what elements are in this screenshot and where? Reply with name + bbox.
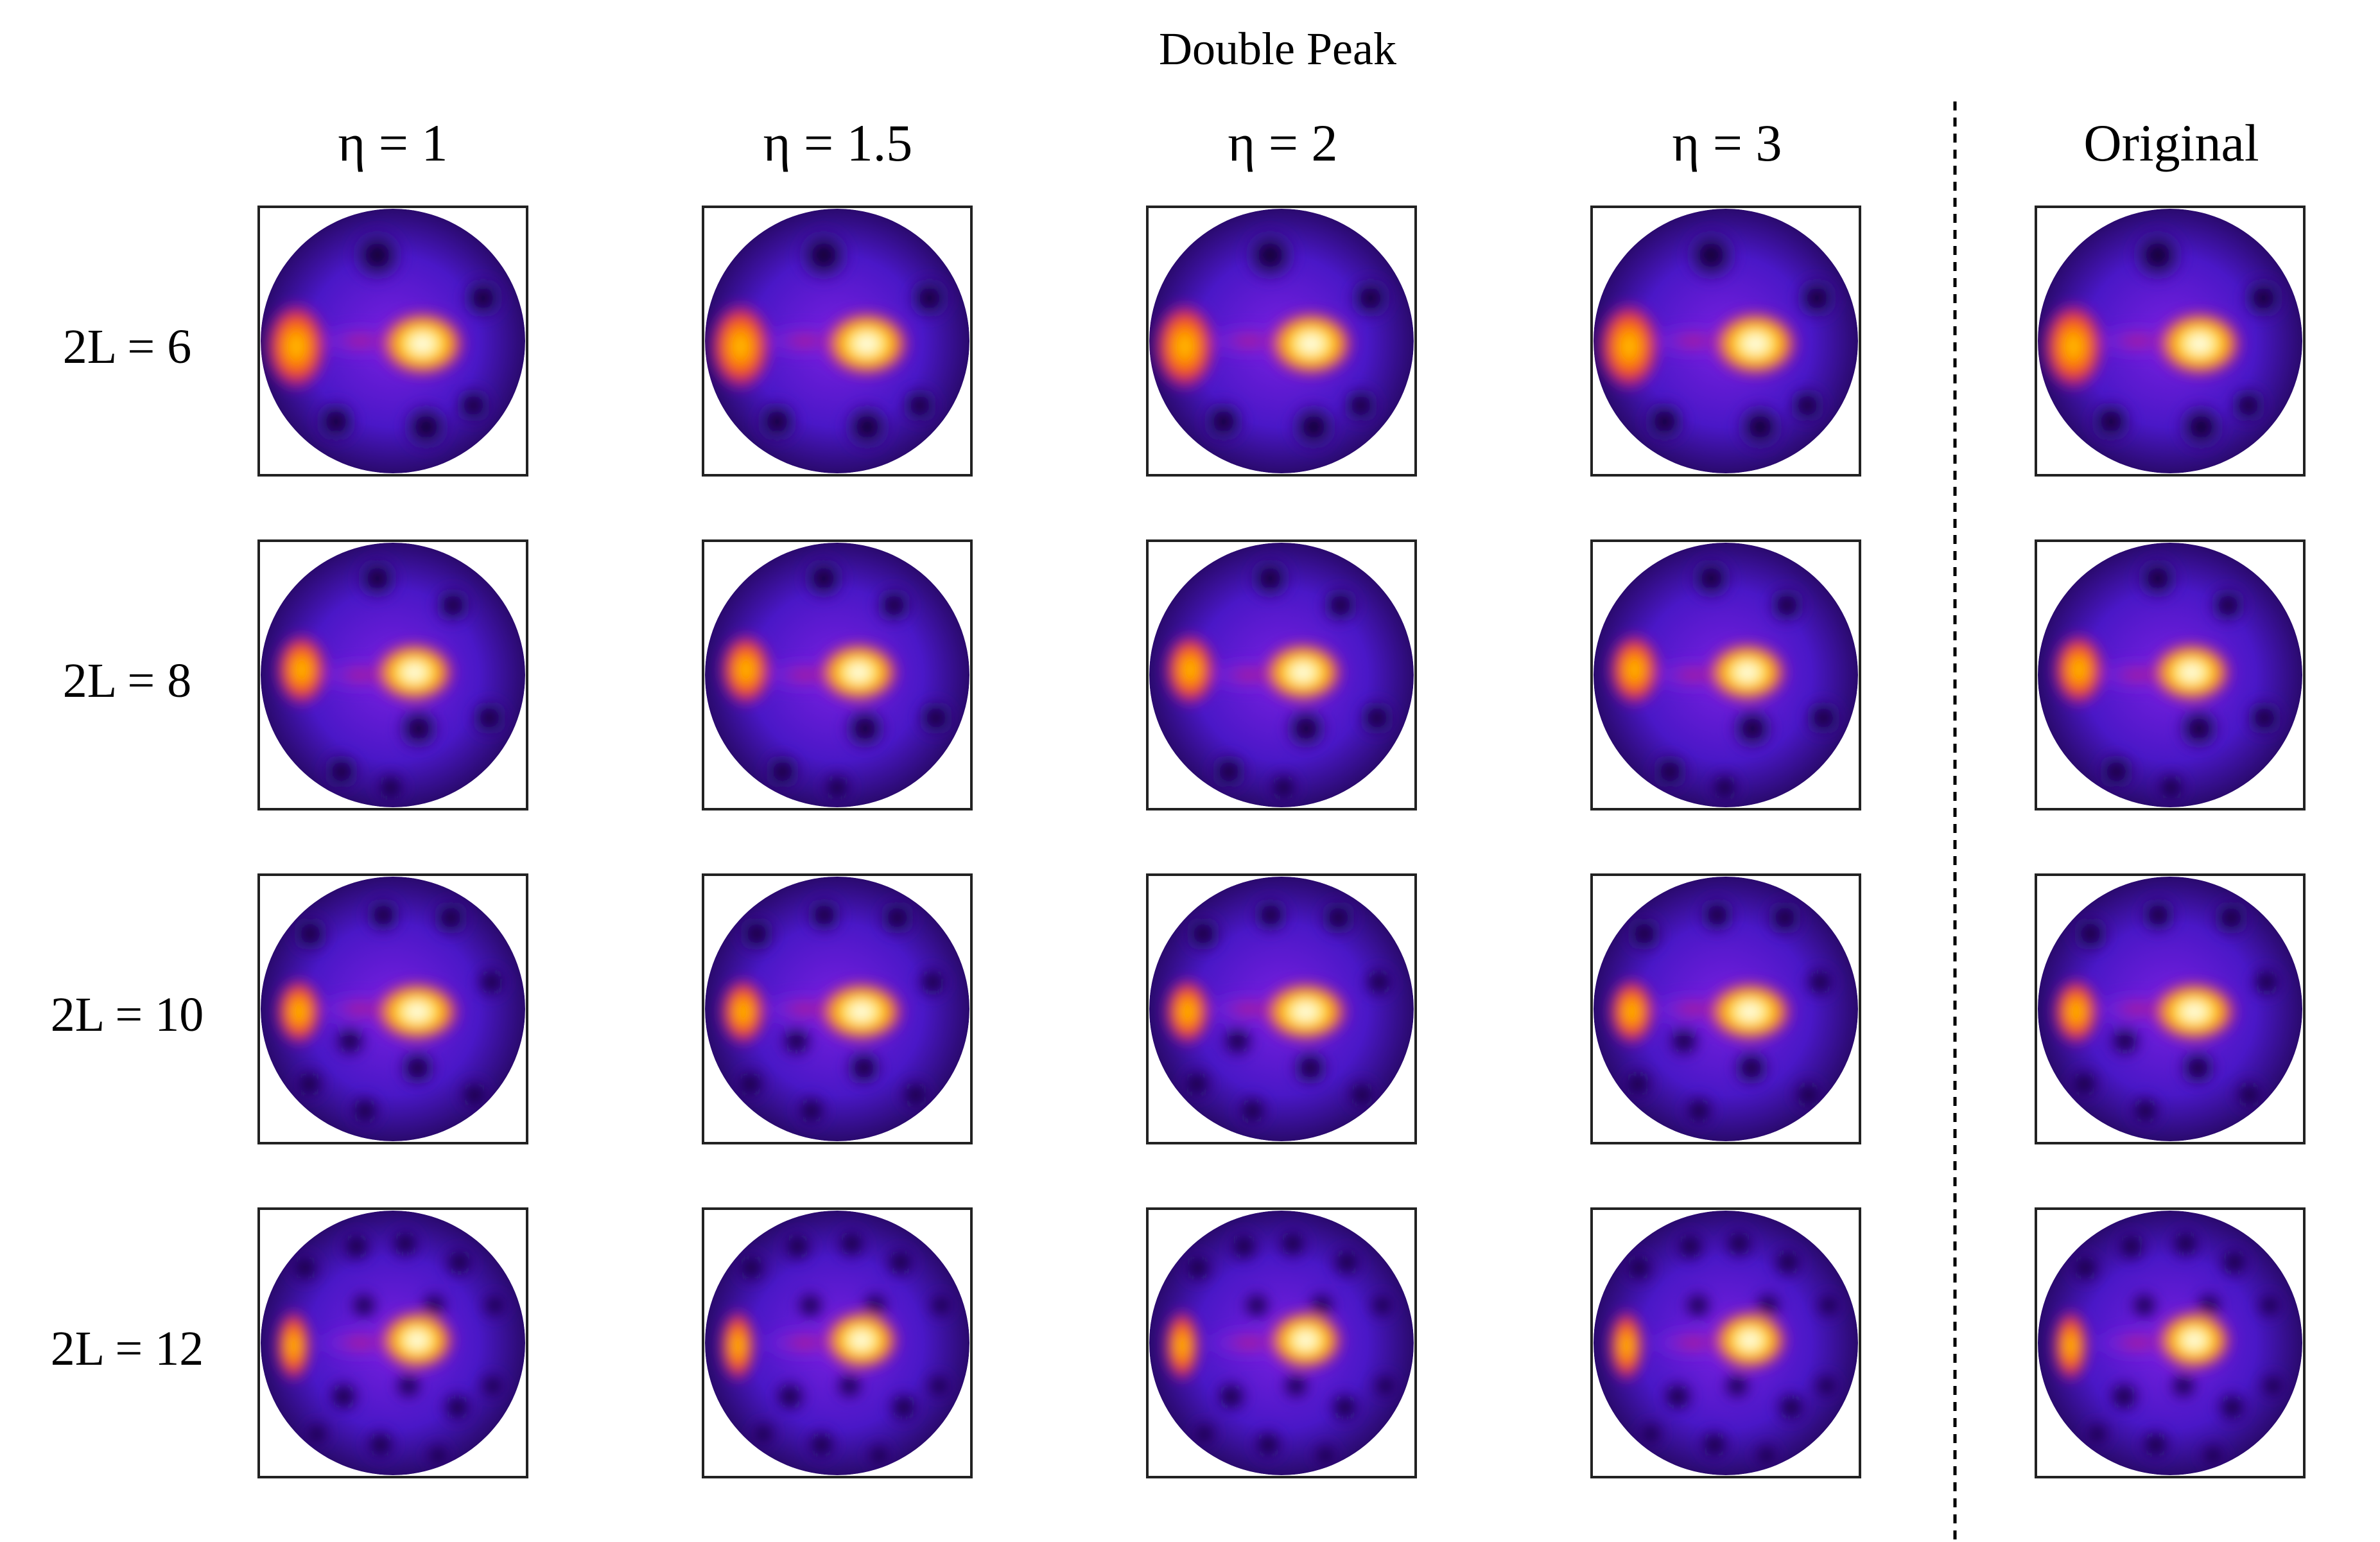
panel-r1-c4 [1590, 206, 1861, 477]
panel-frame [1590, 1207, 1861, 1478]
panel-frame [1146, 1207, 1417, 1478]
panel-grid [257, 206, 2306, 1478]
panel-r2-c1 [257, 539, 528, 810]
panel-frame [702, 1207, 973, 1478]
panel-frame [1590, 539, 1861, 810]
panel-r1-c3 [1146, 206, 1417, 477]
panel-r2-c2 [702, 539, 973, 810]
row-label-2l-8: 2L = 8 [63, 654, 191, 708]
panel-frame [1590, 873, 1861, 1144]
panel-r2-c3 [1146, 539, 1417, 810]
panel-r1-c5 [2035, 206, 2306, 477]
column-label-eta-2: η = 2 [1228, 114, 1337, 172]
panel-frame [257, 1207, 528, 1478]
panel-r3-c1 [257, 873, 528, 1144]
panel-frame [1146, 539, 1417, 810]
panel-r3-c5 [2035, 873, 2306, 1144]
panel-frame [1146, 873, 1417, 1144]
panel-frame [702, 873, 973, 1144]
panel-frame [1590, 206, 1861, 477]
panel-frame [2035, 873, 2306, 1144]
panel-r1-c2 [702, 206, 973, 477]
panel-r1-c1 [257, 206, 528, 477]
panel-frame [2035, 1207, 2306, 1478]
column-label-eta-1: η = 1 [338, 114, 447, 172]
panel-r4-c2 [702, 1207, 973, 1478]
panel-r3-c4 [1590, 873, 1861, 1144]
row-label-2l-10: 2L = 10 [51, 988, 204, 1042]
panel-r4-c5 [2035, 1207, 2306, 1478]
panel-frame [257, 539, 528, 810]
panel-frame [2035, 539, 2306, 810]
row-label-2l-12: 2L = 12 [51, 1322, 204, 1376]
panel-r3-c2 [702, 873, 973, 1144]
panel-frame [702, 539, 973, 810]
panel-r4-c3 [1146, 1207, 1417, 1478]
panel-r2-c4 [1590, 539, 1861, 810]
column-label-eta-1-5: η = 1.5 [763, 114, 913, 172]
panel-frame [257, 206, 528, 477]
panel-frame [257, 873, 528, 1144]
panel-r2-c5 [2035, 539, 2306, 810]
panel-r4-c4 [1590, 1207, 1861, 1478]
panel-r4-c1 [257, 1207, 528, 1478]
panel-frame [2035, 206, 2306, 477]
figure-title: Double Peak [1159, 23, 1396, 74]
column-label-eta-3: η = 3 [1672, 114, 1782, 172]
panel-frame [1146, 206, 1417, 477]
panel-frame [702, 206, 973, 477]
column-label-original: Original [2083, 114, 2259, 172]
panel-r3-c3 [1146, 873, 1417, 1144]
row-label-2l-6: 2L = 6 [63, 320, 191, 374]
